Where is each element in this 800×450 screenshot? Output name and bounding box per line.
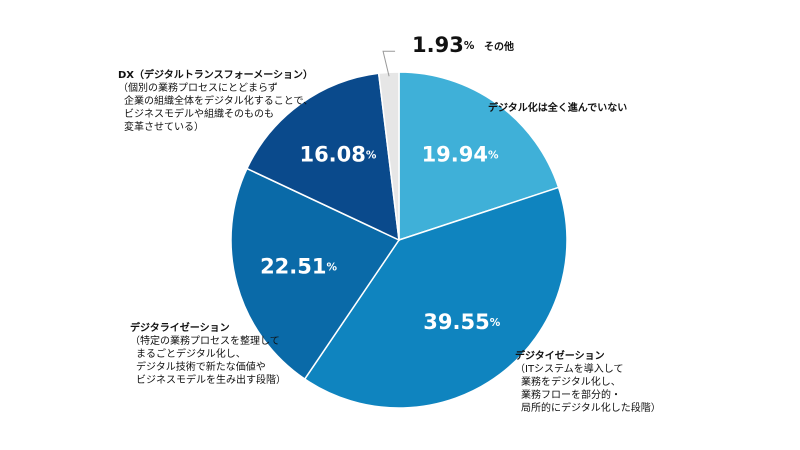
- category-description: 企業の組織全体をデジタル化することで、: [124, 94, 313, 107]
- value-label: 22.51%: [260, 255, 337, 279]
- value-label: 1.93%: [412, 33, 475, 57]
- category-description: 業務フローを部分的・: [521, 388, 621, 401]
- pie-slice: [377, 71, 400, 241]
- category-description: ビジネスモデルを生み出す段階）: [136, 373, 286, 386]
- category-description: （ITシステムを導入して: [515, 362, 623, 375]
- category-label: その他: [484, 40, 514, 53]
- value-label: 39.55%: [423, 310, 500, 334]
- category-label: デジタライゼーション: [130, 321, 230, 334]
- value-label: 19.94%: [422, 143, 499, 167]
- pie-slice: [398, 71, 560, 242]
- category-description: 変革させている）: [124, 120, 204, 133]
- category-description: （個別の業務プロセスにとどまらず: [118, 81, 278, 94]
- category-description: （特定の業務プロセスを整理して: [130, 334, 280, 347]
- pie-slice: [230, 167, 401, 381]
- category-label: DX（デジタルトランスフォーメーション）: [118, 68, 313, 81]
- leader-line: [382, 50, 396, 77]
- category-description: デジタル技術で新たな価値や: [136, 360, 266, 373]
- pie-slice: [303, 186, 568, 409]
- pie-slice: [245, 72, 400, 242]
- category-description: ビジネスモデルや組織そのものも: [124, 107, 274, 120]
- value-label: 16.08%: [299, 143, 376, 167]
- category-description: 局所的にデジタル化した段階）: [521, 401, 661, 414]
- category-description: 業務をデジタル化し、: [521, 375, 621, 388]
- category-label: デジタイゼーション: [515, 349, 605, 362]
- category-label: デジタル化は全く進んでいない: [488, 101, 627, 114]
- category-description: まるごとデジタル化し、: [136, 347, 246, 360]
